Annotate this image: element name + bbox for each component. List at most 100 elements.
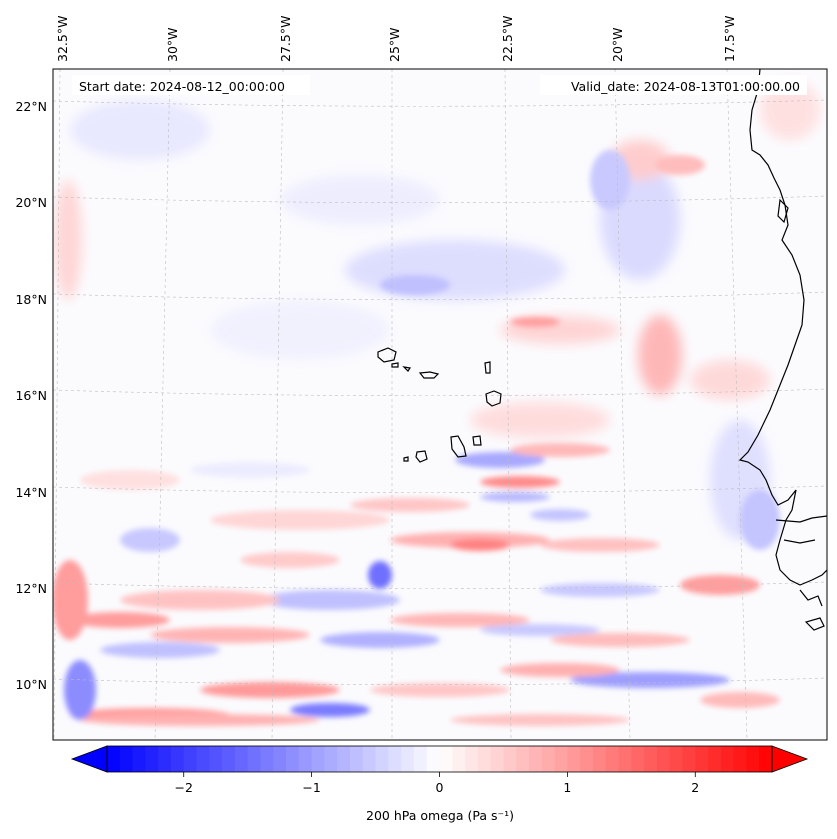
colorbar-segment: [170, 746, 185, 772]
colorbar-segment: [145, 746, 159, 772]
colorbar-segment: [503, 746, 517, 772]
island-sao-nicolau: [418, 371, 440, 379]
colorbar-tick-label: −2: [175, 780, 193, 795]
longitude-labels: 32.5°W 30°W 27.5°W 25°W 22.5°W 20°W 17.5…: [55, 16, 737, 62]
island-santiago: [450, 435, 467, 458]
lon-label-17-5w: 17.5°W: [722, 16, 737, 62]
island-santo-antao: [377, 347, 397, 363]
colorbar-segment: [158, 746, 172, 772]
colorbar-segment: [567, 746, 581, 772]
map-panel: Start date: 2024-08-12_00:00:00 Valid_da…: [52, 68, 828, 741]
colorbar-segment: [580, 746, 594, 772]
colorbar-segment: [375, 746, 389, 772]
colorbar-segment: [107, 746, 121, 772]
colorbar-segment: [541, 746, 555, 772]
island-boa-vista: [485, 390, 502, 407]
colorbar-segment: [529, 746, 543, 772]
lat-label-16n: 16°N: [15, 388, 47, 403]
colorbar-tick-label: −1: [302, 780, 320, 795]
colorbar-segment: [746, 746, 760, 772]
valid-date-box: [540, 75, 807, 95]
colorbar-segment: [554, 746, 568, 772]
island-sal: [484, 361, 491, 374]
map-background: [53, 69, 827, 740]
colorbar-segment: [695, 746, 709, 772]
colorbar-segment: [759, 746, 773, 772]
colorbar-segment: [196, 746, 210, 772]
island-sao-vicente: [391, 362, 399, 368]
colorbar-segment: [439, 746, 453, 772]
island-maio: [472, 435, 482, 446]
start-date-box: [72, 75, 310, 95]
colorbar-segment: [426, 746, 440, 772]
lon-label-27-5w: 27.5°W: [278, 16, 293, 62]
colorbar-segments: [107, 746, 773, 772]
colorbar-segment: [132, 746, 146, 772]
colorbar-segment: [337, 746, 351, 772]
colorbar-segment: [733, 746, 747, 772]
lon-label-30w: 30°W: [165, 27, 180, 62]
colorbar-tick-label: 0: [436, 780, 444, 795]
colorbar-segment: [605, 746, 619, 772]
lat-label-18n: 18°N: [15, 292, 47, 307]
colorbar-segment: [516, 746, 530, 772]
colorbar-segment: [234, 746, 249, 772]
colorbar-segment: [362, 746, 376, 772]
lat-label-10n: 10°N: [15, 677, 47, 692]
lon-label-32-5w: 32.5°W: [55, 16, 70, 62]
coastline: [738, 69, 827, 631]
colorbar: −2 −1 0 1 2 200 hPa omega (Pa s⁻¹): [70, 745, 809, 823]
map-frame: [52, 68, 828, 741]
colorbar-segment: [631, 746, 645, 772]
colorbar-segment: [644, 746, 658, 772]
latitude-labels: 22°N 20°N 18°N 16°N 14°N 12°N 10°N: [15, 99, 47, 692]
colorbar-segment: [452, 746, 466, 772]
lat-label-14n: 14°N: [15, 485, 47, 500]
colorbar-segment: [222, 746, 236, 772]
island-santa-luzia: [402, 366, 412, 372]
africa-coastline: [738, 69, 827, 586]
start-date-label: Start date: 2024-08-12_00:00:00: [79, 79, 285, 94]
colorbar-segment: [477, 746, 492, 772]
colorbar-segment: [618, 746, 632, 772]
lat-label-22n: 22°N: [15, 99, 47, 114]
colorbar-segment: [183, 746, 197, 772]
cape-verde-islands: [377, 347, 502, 463]
colorbar-tick-label: 1: [563, 780, 571, 795]
colorbar-ticks: −2 −1 0 1 2: [175, 772, 699, 795]
lon-label-22-5w: 22.5°W: [500, 16, 515, 62]
colorbar-segment: [298, 746, 313, 772]
colorbar-extend-high: [771, 745, 809, 773]
lon-label-25w: 25°W: [387, 27, 402, 62]
colorbar-segment: [247, 746, 261, 772]
omega-field: [53, 69, 827, 740]
colorbar-segment: [349, 746, 364, 772]
colorbar-segment: [465, 746, 479, 772]
lat-label-20n: 20°N: [15, 195, 47, 210]
colorbar-label: 200 hPa omega (Pa s⁻¹): [366, 808, 514, 823]
colorbar-segment: [311, 746, 325, 772]
colorbar-segment: [209, 746, 223, 772]
colorbar-segment: [413, 746, 428, 772]
island-fogo: [415, 450, 428, 463]
colorbar-segment: [720, 746, 735, 772]
lat-label-12n: 12°N: [15, 581, 47, 596]
lon-label-20w: 20°W: [610, 27, 625, 62]
colorbar-segment: [273, 746, 287, 772]
valid-date-label: Valid_date: 2024-08-13T01:00:00.00: [571, 79, 800, 94]
colorbar-segment: [119, 746, 133, 772]
island-brava: [403, 456, 409, 462]
colorbar-segment: [656, 746, 671, 772]
colorbar-segment: [324, 746, 338, 772]
colorbar-segment: [592, 746, 607, 772]
colorbar-segment: [669, 746, 683, 772]
colorbar-segment: [260, 746, 274, 772]
colorbar-segment: [708, 746, 722, 772]
colorbar-segment: [490, 746, 504, 772]
colorbar-segment: [401, 746, 415, 772]
colorbar-segment: [286, 746, 300, 772]
graticule: [53, 69, 827, 740]
colorbar-tick-label: 2: [691, 780, 699, 795]
colorbar-segment: [388, 746, 402, 772]
